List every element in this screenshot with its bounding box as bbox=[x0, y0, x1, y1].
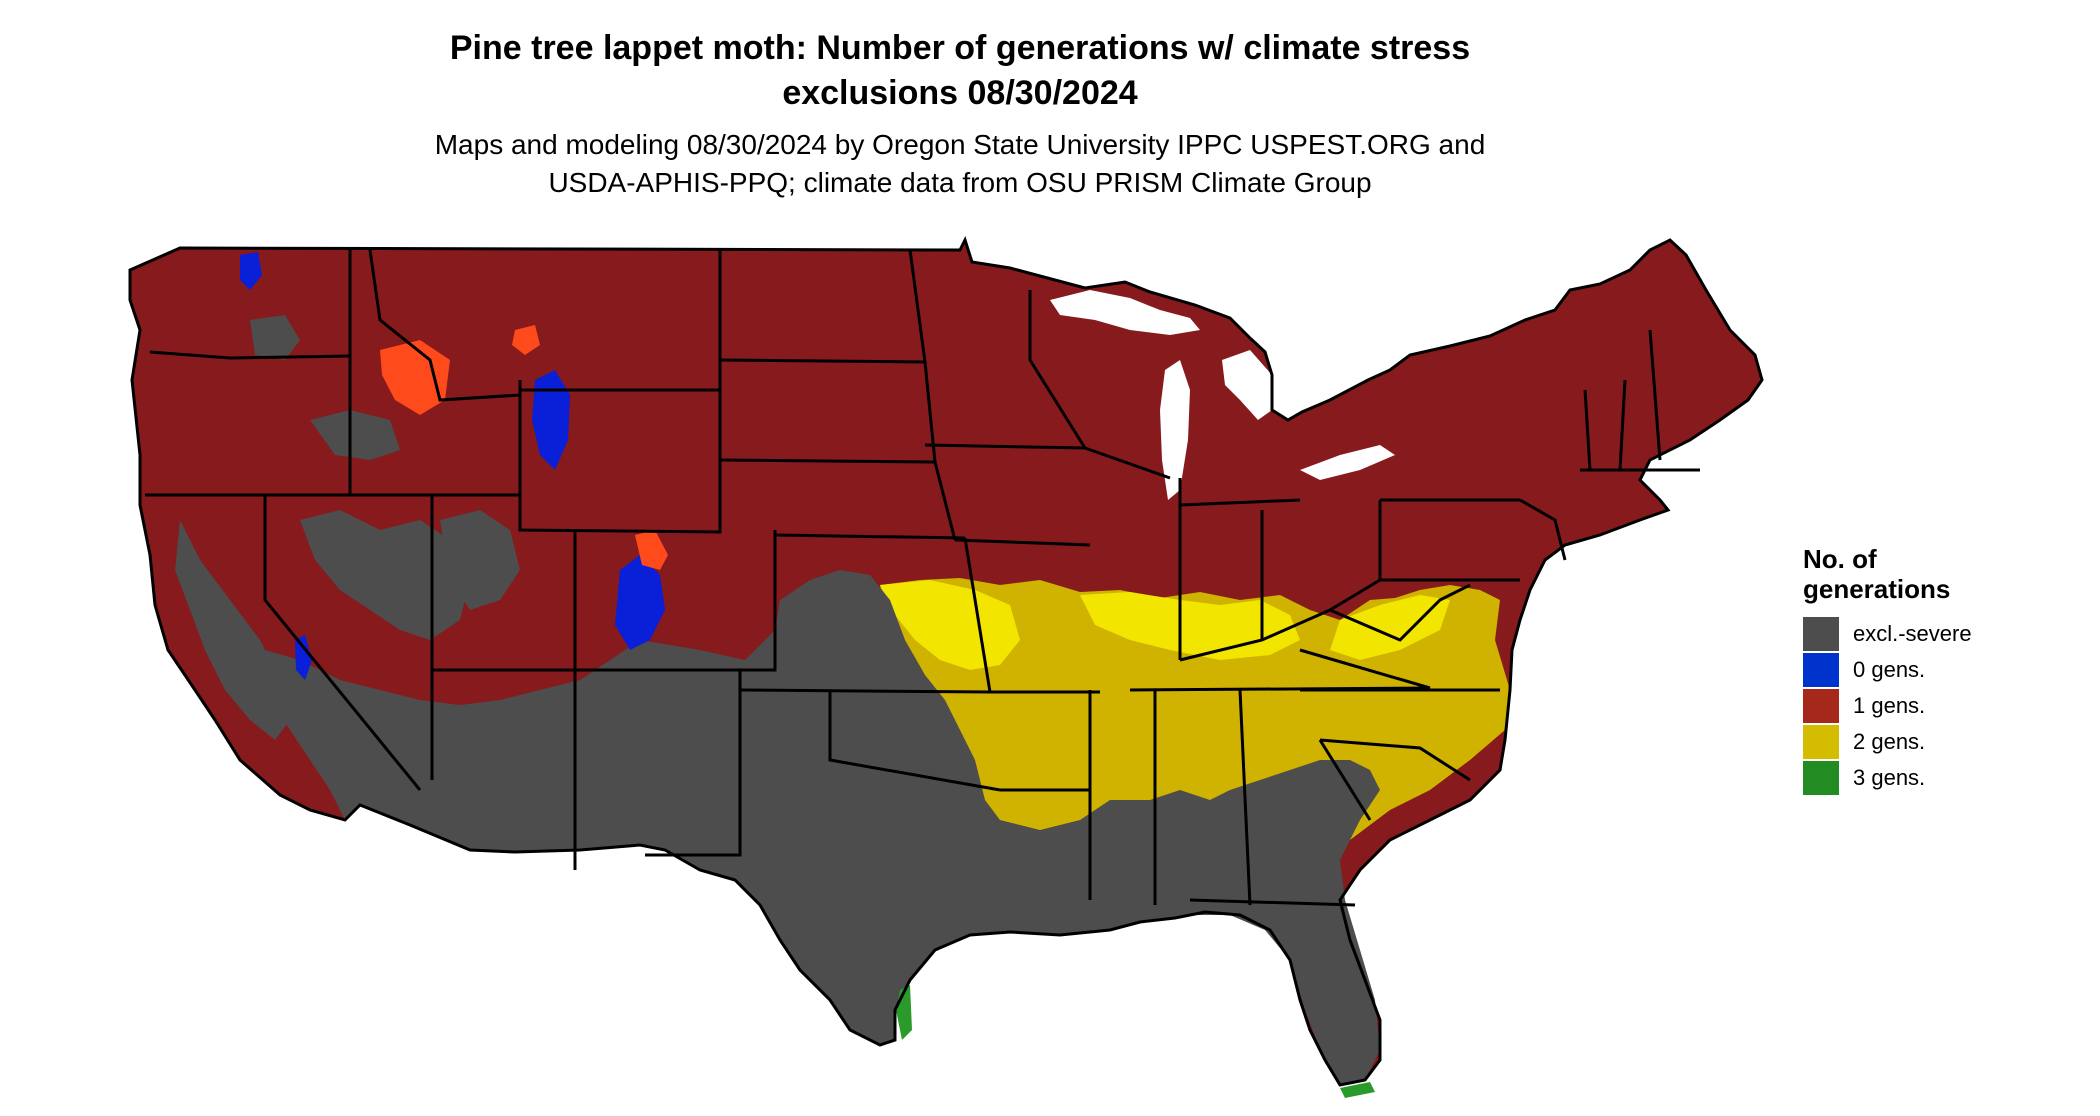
border-sc-ga bbox=[1318, 739, 1372, 821]
map-subtitle-line-2: USDA-APHIS-PPQ; climate data from OSU PR… bbox=[548, 167, 1372, 198]
legend-item-3-gens: 3 gens. bbox=[1803, 760, 2063, 796]
gen2-bright-patch-west bbox=[880, 580, 1020, 670]
border-nd-sd bbox=[719, 358, 926, 364]
border-mn-ia bbox=[924, 443, 1086, 450]
legend-swatch bbox=[1803, 653, 1839, 687]
excluded-patch-utah bbox=[440, 510, 520, 610]
border-ny-vt bbox=[1583, 389, 1592, 471]
legend-label: 3 gens. bbox=[1853, 765, 1926, 790]
legend-item-2-gens: 2 gens. bbox=[1803, 724, 2063, 760]
border-wa-or bbox=[149, 350, 351, 360]
gen2-bright-patch-east bbox=[1330, 595, 1450, 660]
border-ne-ks bbox=[774, 533, 966, 540]
legend-item-excl-severe: excl.-severe bbox=[1803, 616, 2063, 652]
border-mi-in-oh bbox=[1179, 498, 1301, 507]
legend-title-line-1: No. of bbox=[1803, 544, 1877, 574]
legend-title-line-2: generations bbox=[1803, 574, 1951, 604]
border-mn-wi bbox=[1028, 290, 1087, 449]
excluded-patch-great-basin bbox=[300, 510, 470, 640]
border-ok-tx bbox=[828, 692, 1001, 792]
border-ks-mo bbox=[963, 537, 992, 693]
legend-label: 1 gens. bbox=[1853, 693, 1926, 718]
border-wy bbox=[518, 380, 722, 534]
border-ks-ok bbox=[739, 688, 991, 694]
gen0-patch-colorado bbox=[615, 555, 665, 650]
lake-michigan bbox=[1160, 360, 1190, 500]
gen1-orange-patch-wyoming bbox=[512, 325, 540, 355]
border-nm-tx bbox=[645, 670, 742, 857]
map-title-line-2: exclusions 08/30/2024 bbox=[782, 74, 1138, 112]
excluded-patch-california bbox=[175, 520, 290, 740]
gen0-patch-wyoming bbox=[532, 370, 570, 470]
border-nv-ca bbox=[263, 495, 422, 791]
border-ia-mo bbox=[954, 538, 1091, 547]
lake-erie bbox=[1300, 445, 1395, 480]
state-borders bbox=[128, 236, 1764, 1087]
lake-superior bbox=[1050, 290, 1200, 335]
legend-swatch bbox=[1803, 725, 1839, 759]
border-ky-north bbox=[1179, 578, 1381, 662]
border-wi-il bbox=[1084, 446, 1171, 480]
border-ky-tn bbox=[1129, 686, 1431, 692]
border-tn-nc bbox=[1299, 648, 1431, 690]
legend-label: 0 gens. bbox=[1853, 657, 1926, 682]
excluded-region-south bbox=[255, 570, 1380, 1085]
border-id-mt bbox=[368, 249, 521, 402]
excluded-patch-snake-river bbox=[310, 410, 400, 460]
border-ny-nj bbox=[1519, 498, 1567, 561]
border-ga-fl bbox=[1189, 898, 1356, 907]
border-al-ga bbox=[1238, 689, 1252, 906]
map-title-line-1: Pine tree lappet moth: Number of generat… bbox=[449, 29, 1471, 67]
legend-label: excl.-severe bbox=[1853, 621, 1972, 646]
border-nc-sc bbox=[1319, 738, 1471, 782]
us-outline bbox=[128, 236, 1764, 1087]
border-wv-va bbox=[1329, 583, 1471, 642]
legend-swatch bbox=[1803, 617, 1839, 651]
border-sd-ne bbox=[719, 458, 936, 464]
legend-label: 2 gens. bbox=[1853, 729, 1926, 754]
gen1-orange-patch-colorado bbox=[635, 530, 668, 570]
legend-swatch bbox=[1803, 689, 1839, 723]
map-subtitle: Maps and modeling 08/30/2024 by Oregon S… bbox=[300, 126, 1620, 202]
legend-swatch bbox=[1803, 761, 1839, 795]
legend: No. of generations excl.-severe 0 gens. … bbox=[1803, 544, 2063, 796]
excluded-patch-washington bbox=[250, 315, 300, 360]
border-vt-nh bbox=[1618, 379, 1627, 471]
gen3-patch-florida-tip bbox=[1340, 1082, 1375, 1098]
legend-item-0-gens: 0 gens. bbox=[1803, 652, 2063, 688]
border-dakotas-mn bbox=[908, 249, 957, 541]
gen1-orange-patch-idaho bbox=[380, 340, 450, 415]
legend-item-1-gens: 1 gens. bbox=[1803, 688, 2063, 724]
legend-title: No. of generations bbox=[1803, 544, 2063, 604]
border-co bbox=[575, 530, 777, 672]
gen0-patch-montana bbox=[240, 252, 262, 290]
map-title: Pine tree lappet moth: Number of generat… bbox=[300, 26, 1620, 116]
border-nh-me bbox=[1648, 329, 1662, 461]
gen0-patch-sierra bbox=[295, 635, 312, 680]
lake-huron bbox=[1222, 350, 1272, 420]
map-subtitle-line-1: Maps and modeling 08/30/2024 by Oregon S… bbox=[434, 129, 1486, 160]
